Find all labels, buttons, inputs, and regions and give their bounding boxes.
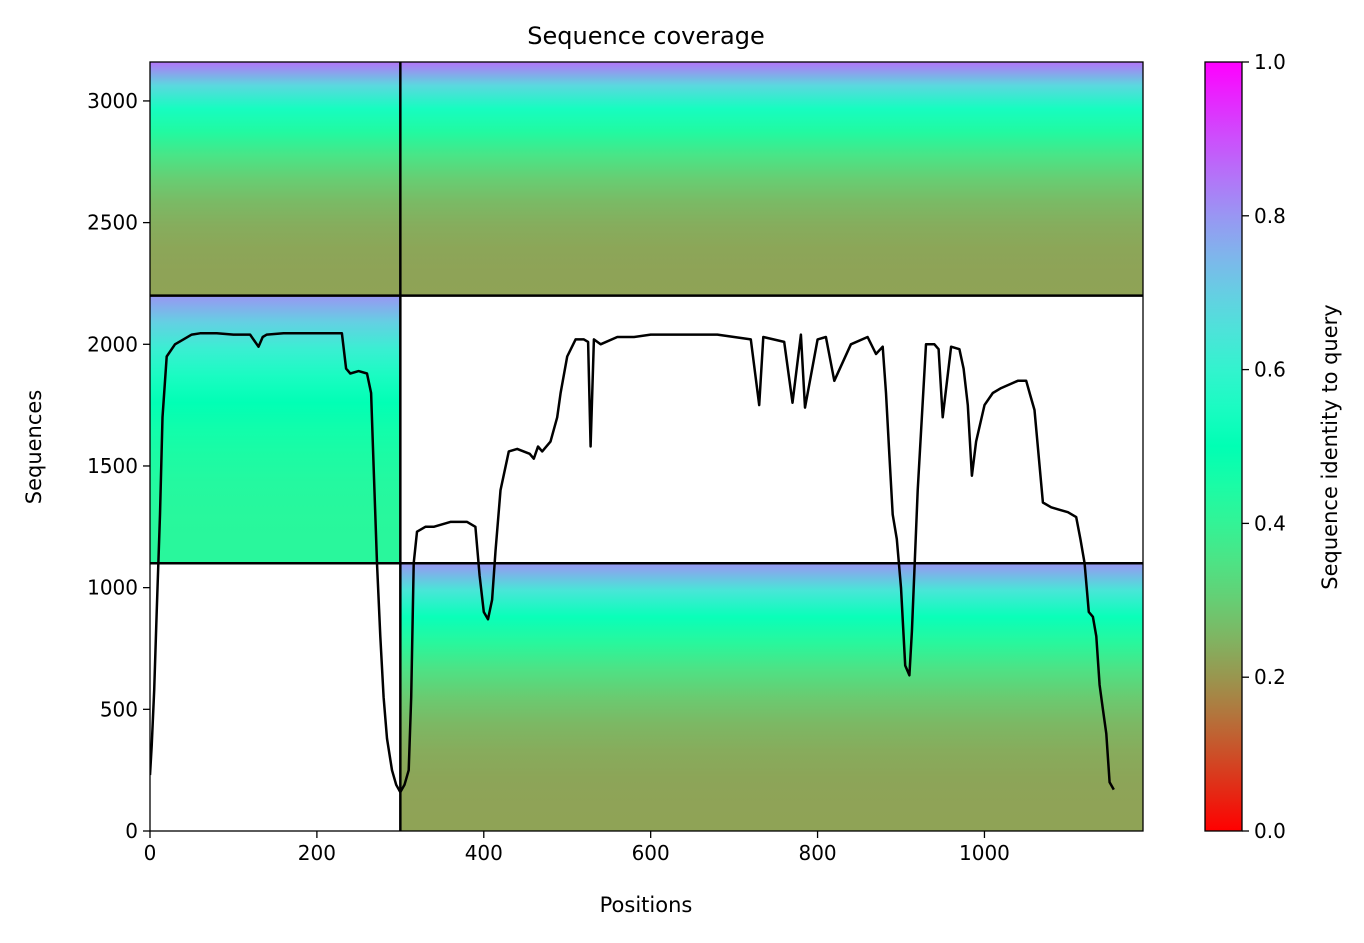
x-tick-label: 400 (465, 841, 503, 865)
colorbar-tick-label: 0.2 (1254, 665, 1286, 689)
plot-frame (149, 61, 1144, 832)
y-tick-label: 500 (100, 697, 138, 721)
y-tick-label: 0 (125, 819, 138, 843)
partition-boundaries (150, 62, 1143, 831)
colorbar (1204, 61, 1243, 832)
x-tick-label: 200 (298, 841, 336, 865)
y-tick-label: 1000 (87, 576, 138, 600)
x-tick-label: 1000 (959, 841, 1010, 865)
colorbar-tick-label: 0.6 (1254, 358, 1286, 382)
coverage-line (150, 332, 1115, 794)
coverage-line-layer (150, 332, 1115, 794)
colorbar-ticks: 0.0 0.2 0.4 0.6 0.8 1.0 (1242, 50, 1286, 843)
y-tick-label: 1500 (87, 454, 138, 478)
colorbar-tick-label: 1.0 (1254, 50, 1286, 74)
y-tick-label: 3000 (87, 89, 138, 113)
coverage-block (150, 62, 401, 296)
x-tick-label: 800 (798, 841, 836, 865)
x-axis-ticks: 0 200 400 600 800 1000 (144, 831, 1010, 865)
coverage-block (400, 563, 1143, 831)
x-axis-label: Positions (600, 893, 693, 917)
coverage-block (150, 295, 401, 564)
colorbar-tick-label: 0.0 (1254, 819, 1286, 843)
coverage-block (400, 62, 1143, 296)
y-tick-label: 2500 (87, 211, 138, 235)
chart-title: Sequence coverage (527, 22, 764, 50)
y-tick-label: 2000 (87, 332, 138, 356)
x-tick-label: 0 (144, 841, 157, 865)
y-axis-label: Sequences (22, 390, 46, 505)
colorbar-tick-label: 0.8 (1254, 204, 1286, 228)
y-axis-ticks: 0 500 1000 1500 2000 2500 3000 (87, 89, 150, 843)
coverage-blocks (150, 62, 1143, 831)
colorbar-tick-label: 0.4 (1254, 511, 1286, 535)
x-tick-label: 600 (632, 841, 670, 865)
colorbar-label: Sequence identity to query (1318, 304, 1342, 589)
